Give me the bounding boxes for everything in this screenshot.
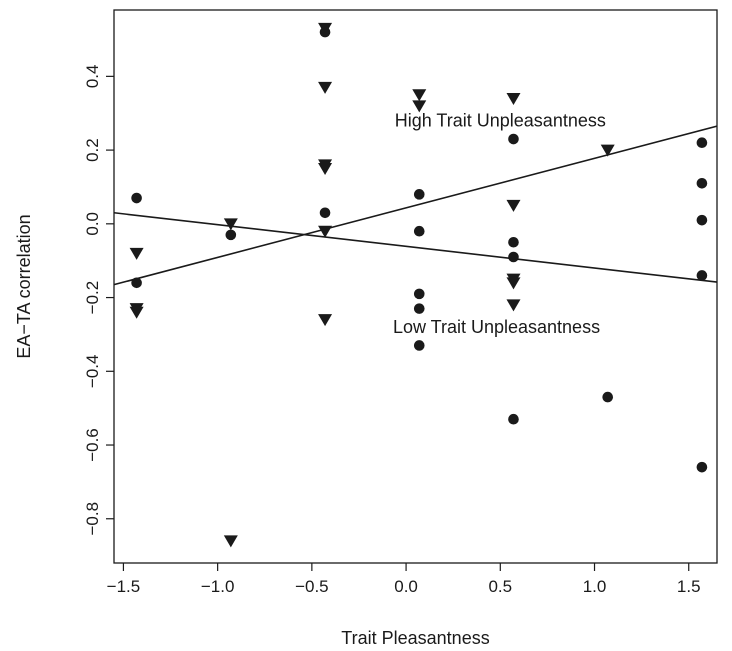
x-tick-label: −0.5 [295, 577, 329, 596]
triangle-point [506, 277, 521, 290]
triangle-point [318, 314, 333, 327]
circle-point [131, 277, 142, 289]
y-tick-label: −0.6 [83, 428, 102, 462]
y-tick-label: 0.2 [83, 138, 102, 162]
triangle-point [318, 81, 333, 94]
y-tick-label: −0.8 [83, 502, 102, 536]
triangle-point [129, 247, 144, 260]
x-tick-label: −1.0 [201, 577, 235, 596]
triangle-point [600, 144, 615, 157]
circle-point [696, 461, 708, 473]
triangle-point [506, 92, 521, 105]
triangle-point [223, 218, 238, 231]
circle-point [319, 26, 331, 38]
circle-point [696, 214, 708, 226]
triangle-point [412, 100, 427, 113]
circle-point [413, 288, 425, 300]
y-axis: −0.8 −0.6 −0.4 −0.2 0.0 0.2 0.4 [83, 65, 114, 536]
circle-point [413, 340, 425, 351]
x-tick-label: 0.0 [394, 577, 418, 596]
circle-point [508, 413, 519, 425]
annotations: High Trait Unpleasantness Low Trait Unple… [393, 111, 606, 337]
circle-point [319, 207, 331, 219]
x-tick-label: 0.5 [488, 577, 512, 596]
x-axis: −1.5 −1.0 −0.5 0.0 0.5 1.0 1.5 [107, 563, 701, 596]
y-tick-label: −0.4 [83, 355, 102, 389]
y-axis-title: EA−TA correlation [14, 214, 34, 358]
y-tick-label: −0.2 [83, 281, 102, 315]
regression-line [113, 125, 718, 286]
circle-point [508, 251, 519, 263]
circle-point [696, 137, 708, 149]
x-tick-label: −1.5 [107, 577, 141, 596]
triangle-point [506, 299, 521, 312]
triangle-point [318, 225, 333, 238]
x-tick-label: 1.0 [583, 577, 607, 596]
circle-point [508, 236, 519, 248]
triangle-point [506, 199, 521, 212]
triangle-point [129, 306, 144, 319]
regression-line [113, 211, 718, 283]
triangle-point [318, 163, 333, 176]
circle-point [413, 225, 425, 237]
data-points [129, 22, 708, 548]
triangle-point [223, 535, 238, 548]
circle-point [131, 192, 142, 204]
y-tick-label: 0.0 [83, 212, 102, 236]
triangle-point [412, 89, 427, 102]
x-tick-label: 1.5 [677, 577, 701, 596]
plot-frame [113, 9, 718, 564]
circle-point [696, 270, 708, 281]
circle-point [696, 177, 708, 189]
annotation-label: Low Trait Unpleasantness [393, 317, 600, 337]
y-tick-label: 0.4 [83, 65, 102, 89]
circle-point [508, 133, 519, 145]
annotation-label: High Trait Unpleasantness [395, 111, 606, 131]
circle-point [225, 229, 237, 241]
x-axis-title: Trait Pleasantness [341, 628, 489, 648]
circle-point [413, 303, 425, 314]
circle-point [413, 189, 425, 200]
circle-point [602, 391, 614, 403]
fit-lines [113, 125, 718, 286]
